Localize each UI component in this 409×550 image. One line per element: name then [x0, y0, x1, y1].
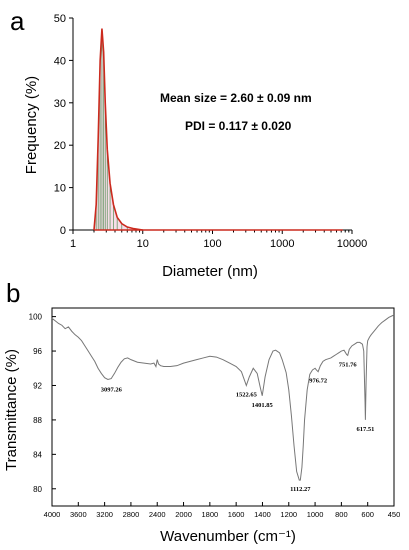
panel-a-xtick-label: 1 — [70, 238, 76, 250]
panel-b-ylabel: Transmittance (%) — [3, 349, 20, 471]
panel-b-xtick-label: 800 — [335, 510, 348, 519]
panel-b-xtick-label: 3600 — [70, 510, 87, 519]
panel-a-xlabel: Diameter (nm) — [162, 263, 258, 280]
panel-b-frame — [51, 307, 395, 507]
panel-b-xtick-label: 4000 — [44, 510, 61, 519]
panel-a-xtick-label: 10000 — [337, 238, 368, 250]
panel-a-ytick-label: 0 — [60, 225, 66, 237]
panel-b-xtick-label: 2400 — [149, 510, 166, 519]
panel-a-label: a — [10, 6, 25, 36]
panel-b-xtick-label: 600 — [361, 510, 374, 519]
panel-b-label: b — [6, 278, 20, 308]
panel-a-ytick-label: 30 — [54, 98, 66, 110]
panel-b-ytick-label: 88 — [33, 416, 42, 425]
panel-b-ytick-label: 92 — [33, 381, 42, 390]
panel-b-ytick-label: 84 — [33, 450, 42, 459]
panel-b-ytick-label: 80 — [33, 485, 42, 494]
panel-b: b Transmittance (%) Wavenumber (cm⁻¹) 80… — [3, 278, 400, 545]
distribution-fill — [93, 28, 143, 230]
panel-a-ytick-label: 40 — [54, 55, 66, 67]
panel-b-xlabel: Wavenumber (cm⁻¹) — [160, 528, 296, 545]
peak-label: 3097.26 — [101, 386, 123, 393]
peak-label: 1401.85 — [252, 402, 274, 409]
panel-a-ytick-label: 10 — [54, 183, 66, 195]
panel-b-xtick-label: 1200 — [280, 510, 297, 519]
panel-a-ylabel: Frequency (%) — [23, 76, 40, 174]
panel-b-xtick-label: 450 — [388, 510, 401, 519]
panel-b-xtick-label: 1800 — [202, 510, 219, 519]
panel-b-ytick-label: 100 — [29, 313, 43, 322]
peak-label: 1522.65 — [236, 391, 258, 398]
panel-a-ytick-label: 50 — [54, 13, 66, 25]
panel-a: a Frequency (%) Diameter (nm) Mean size … — [10, 6, 367, 280]
panel-b-xtick-label: 1600 — [228, 510, 245, 519]
peak-label: 751.76 — [339, 361, 358, 368]
annotation-mean-size: Mean size = 2.60 ± 0.09 nm — [160, 91, 312, 105]
peak-label: 976.72 — [309, 378, 327, 385]
panel-b-xtick-label: 2800 — [123, 510, 140, 519]
panel-b-xtick-label: 3200 — [96, 510, 113, 519]
panel-a-xtick-label: 10 — [137, 238, 149, 250]
panel-b-xtick-label: 2000 — [175, 510, 192, 519]
ftir-spectrum-line — [51, 314, 395, 481]
panel-a-xtick-label: 1000 — [270, 238, 294, 250]
distribution-curve — [93, 28, 143, 231]
annotation-pdi: PDI = 0.117 ± 0.020 — [185, 119, 292, 133]
peak-label: 617.51 — [356, 426, 374, 433]
panel-b-xtick-label: 1000 — [307, 510, 324, 519]
panel-b-ytick-label: 96 — [33, 347, 42, 356]
peak-label: 1112.27 — [290, 486, 311, 493]
panel-b-xtick-label: 1400 — [254, 510, 271, 519]
panel-a-ytick-label: 20 — [54, 140, 66, 152]
panel-a-xtick-label: 100 — [203, 238, 221, 250]
